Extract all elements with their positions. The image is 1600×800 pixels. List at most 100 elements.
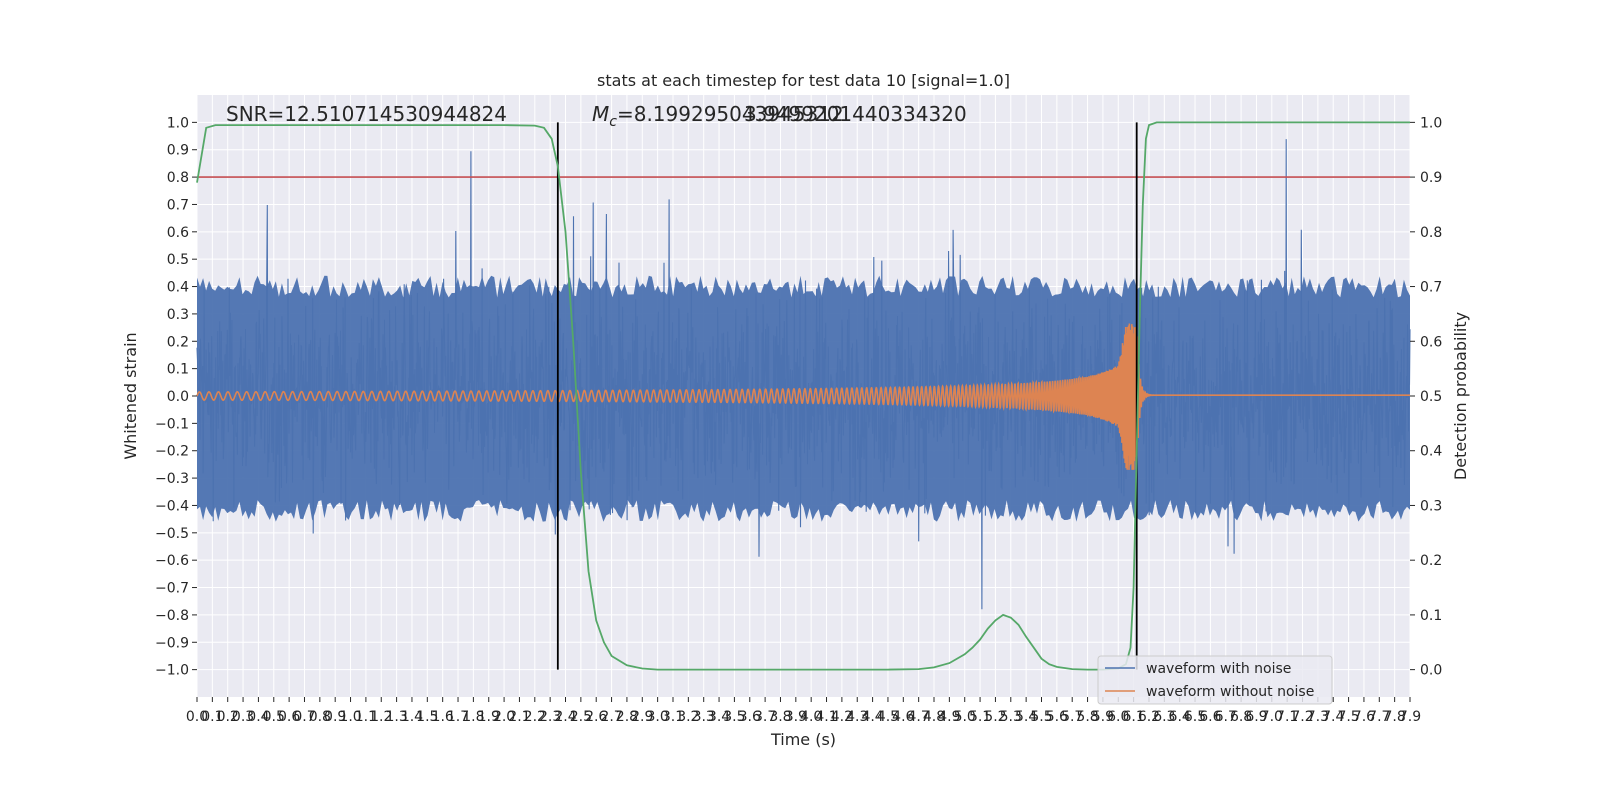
legend-label-with-noise: waveform with noise [1146, 661, 1291, 677]
y-tick-label: 0.8 [167, 170, 189, 186]
x-tick-label: 7.2 [1291, 709, 1313, 725]
x-tick-label: 5.8 [1076, 709, 1098, 725]
x-tick-label: 5.9 [1092, 709, 1114, 725]
y-axis-left: 1.0 0.9 0.8 0.7 0.6 0.5 0.4 0.3 0.2 0.1 0.0 −0.1 −0.… [155, 115, 197, 679]
x-tick-label: 6.1 [1122, 709, 1144, 725]
series-waveform-without-noise [196, 323, 1410, 470]
y-tick-label: −0.4 [155, 498, 189, 514]
y-tick-label: −0.3 [155, 471, 189, 487]
y-right-tick-label: 0.4 [1420, 444, 1442, 460]
y-tick-label: 0.1 [167, 362, 189, 378]
y-right-tick-label: 0.2 [1420, 553, 1442, 569]
x-tick-label: 1.5 [416, 709, 438, 725]
y-tick-label: 1.0 [167, 115, 189, 131]
x-tick-label: 1.3 [385, 709, 407, 725]
chart-title: stats at each timestep for test data 10 … [597, 71, 1010, 90]
x-tick-label: 2.2 [524, 709, 546, 725]
mc-symbol: M [592, 102, 609, 126]
x-tick-label: 0.6 [278, 709, 300, 725]
y-tick-label: −0.9 [155, 635, 189, 651]
x-tick-label: 1.6 [432, 709, 454, 725]
snr-annotation: SNR=12.510714530944824 [226, 102, 507, 126]
x-tick-label: 2.3 [539, 709, 561, 725]
x-tick-label: 1.8 [462, 709, 484, 725]
x-tick-label: 6.0 [1107, 709, 1129, 725]
x-tick-label: 0.0 [186, 709, 208, 725]
x-tick-label: 6.7 [1215, 709, 1237, 725]
y-right-tick-label: 1.0 [1420, 115, 1442, 131]
y-tick-label: 0.9 [167, 143, 189, 159]
x-tick-label: 7.0 [1261, 709, 1283, 725]
x-tick-label: 5.1 [969, 709, 991, 725]
x-tick-label: 5.5 [1030, 709, 1052, 725]
x-tick-label: 6.9 [1245, 709, 1267, 725]
y-tick-label: −1.0 [155, 663, 189, 679]
y-axis-label: Whitened strain [121, 332, 140, 459]
y-tick-label: 0.3 [167, 307, 189, 323]
y-tick-label: −0.6 [155, 553, 189, 569]
x-tick-label: 0.1 [201, 709, 223, 725]
x-tick-label: 0.2 [217, 709, 239, 725]
x-tick-label: 4.7 [908, 709, 930, 725]
x-tick-label: 2.5 [570, 709, 592, 725]
x-tick-label: 1.4 [401, 709, 423, 725]
x-tick-label: 3.1 [662, 709, 684, 725]
x-tick-label: 2.7 [600, 709, 622, 725]
x-tick-label: 4.6 [892, 709, 914, 725]
detection-probability-line [196, 121, 1410, 671]
x-tick-label: 3.8 [769, 709, 791, 725]
y-tick-label: −0.5 [155, 526, 189, 542]
legend-label-without-noise: waveform without noise [1146, 684, 1314, 700]
x-tick-label: 5.4 [1015, 709, 1037, 725]
y-right-tick-label: 0.1 [1420, 608, 1442, 624]
y-axis-right: 1.0 0.9 0.8 0.7 0.6 0.5 0.4 0.3 0.2 0.1 0.0 [1410, 115, 1442, 679]
x-tick-label: 1.2 [370, 709, 392, 725]
x-tick-label: 3.5 [723, 709, 745, 725]
x-tick-label: 7.4 [1322, 709, 1344, 725]
y-tick-label: 0.7 [167, 197, 189, 213]
legend-box [1097, 655, 1333, 705]
x-axis: 0.00.10.20.30.40.50.60.70.80.91.01.11.21… [186, 697, 1421, 725]
y-tick-label: 0.0 [167, 389, 189, 405]
x-tick-label: 0.4 [247, 709, 269, 725]
mc-subscript: c [609, 114, 617, 130]
y-right-tick-label: 0.9 [1420, 170, 1442, 186]
x-tick-label: 7.1 [1276, 709, 1298, 725]
x-tick-label: 6.4 [1169, 709, 1191, 725]
x-tick-label: 0.3 [232, 709, 254, 725]
y-tick-label: −0.1 [155, 416, 189, 432]
y-right-tick-label: 0.3 [1420, 498, 1442, 514]
y-right-tick-label: 0.6 [1420, 334, 1442, 350]
x-tick-label: 5.6 [1046, 709, 1068, 725]
series-detection-probability [196, 121, 1410, 671]
legend: waveform with noise waveform without noi… [1097, 655, 1333, 705]
x-tick-label: 4.3 [846, 709, 868, 725]
x-tick-label: 1.7 [447, 709, 469, 725]
overlay-lines [197, 122, 1410, 670]
y-tick-label: −0.2 [155, 444, 189, 460]
x-tick-label: 0.5 [263, 709, 285, 725]
clean-waveform-line [196, 323, 1410, 470]
overlapping-annotation: 3.9499201440334320 [744, 102, 967, 126]
x-tick-label: 7.8 [1384, 709, 1406, 725]
x-tick-label: 4.9 [938, 709, 960, 725]
y-tick-label: 0.5 [167, 252, 189, 268]
y-tick-label: −0.8 [155, 608, 189, 624]
x-tick-label: 6.5 [1184, 709, 1206, 725]
x-tick-label: 4.0 [800, 709, 822, 725]
x-tick-label: 6.2 [1138, 709, 1160, 725]
x-tick-label: 7.9 [1399, 709, 1421, 725]
y-axis-right-label: Detection probability [1451, 312, 1470, 480]
x-tick-label: 7.6 [1353, 709, 1375, 725]
x-tick-label: 5.3 [1000, 709, 1022, 725]
y-tick-label: 0.6 [167, 225, 189, 241]
x-tick-label: 4.8 [923, 709, 945, 725]
x-tick-label: 4.1 [815, 709, 837, 725]
x-tick-label: 6.8 [1230, 709, 1252, 725]
y-tick-label: 0.2 [167, 334, 189, 350]
x-tick-label: 1.1 [355, 709, 377, 725]
x-tick-label: 7.3 [1307, 709, 1329, 725]
x-tick-label: 5.0 [954, 709, 976, 725]
x-tick-label: 2.4 [554, 709, 576, 725]
